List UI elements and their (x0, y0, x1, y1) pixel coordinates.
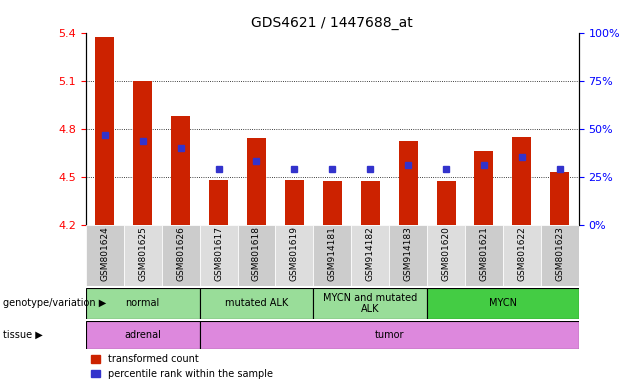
Text: GSM801626: GSM801626 (176, 227, 185, 281)
Bar (134, 81, 152, 225)
Bar (427, 225, 465, 286)
Bar (323, 182, 342, 225)
Bar (162, 225, 200, 286)
Bar (237, 225, 275, 286)
Text: GSM801624: GSM801624 (100, 227, 109, 281)
Bar (247, 138, 266, 225)
Text: MYCN and mutated
ALK: MYCN and mutated ALK (323, 293, 417, 314)
Text: MYCN: MYCN (489, 298, 517, 308)
Bar (171, 116, 190, 225)
Bar (503, 225, 541, 286)
Bar (95, 38, 114, 225)
Text: tumor: tumor (375, 330, 404, 340)
Bar (86, 225, 124, 286)
Bar (200, 321, 579, 349)
Legend: transformed count, percentile rank within the sample: transformed count, percentile rank withi… (91, 354, 273, 379)
Text: GSM801623: GSM801623 (555, 227, 564, 281)
Text: GSM914181: GSM914181 (328, 227, 337, 281)
Text: GSM801621: GSM801621 (480, 227, 488, 281)
Bar (200, 225, 237, 286)
Text: GSM801617: GSM801617 (214, 227, 223, 281)
Text: GSM914182: GSM914182 (366, 227, 375, 281)
Bar (275, 225, 314, 286)
Text: GSM801619: GSM801619 (290, 227, 299, 281)
Bar (285, 180, 304, 225)
Bar (314, 225, 351, 286)
Bar (314, 288, 427, 319)
Bar (474, 151, 494, 225)
Text: genotype/variation ▶: genotype/variation ▶ (3, 298, 106, 308)
Bar (86, 288, 200, 319)
Bar (351, 225, 389, 286)
Text: tissue ▶: tissue ▶ (3, 330, 43, 340)
Text: GSM801620: GSM801620 (441, 227, 450, 281)
Bar (86, 321, 200, 349)
Bar (399, 141, 418, 225)
Bar (513, 137, 531, 225)
Bar (209, 180, 228, 225)
Bar (200, 288, 314, 319)
Text: GSM801618: GSM801618 (252, 227, 261, 281)
Bar (465, 225, 503, 286)
Text: GSM801622: GSM801622 (518, 227, 527, 281)
Text: normal: normal (125, 298, 160, 308)
Bar (427, 288, 579, 319)
Text: adrenal: adrenal (124, 330, 161, 340)
Text: GSM914183: GSM914183 (404, 227, 413, 281)
Bar (436, 182, 455, 225)
Title: GDS4621 / 1447688_at: GDS4621 / 1447688_at (251, 16, 413, 30)
Text: GSM801625: GSM801625 (138, 227, 147, 281)
Bar (541, 225, 579, 286)
Bar (124, 225, 162, 286)
Bar (550, 172, 569, 225)
Bar (361, 182, 380, 225)
Bar (389, 225, 427, 286)
Text: mutated ALK: mutated ALK (225, 298, 288, 308)
